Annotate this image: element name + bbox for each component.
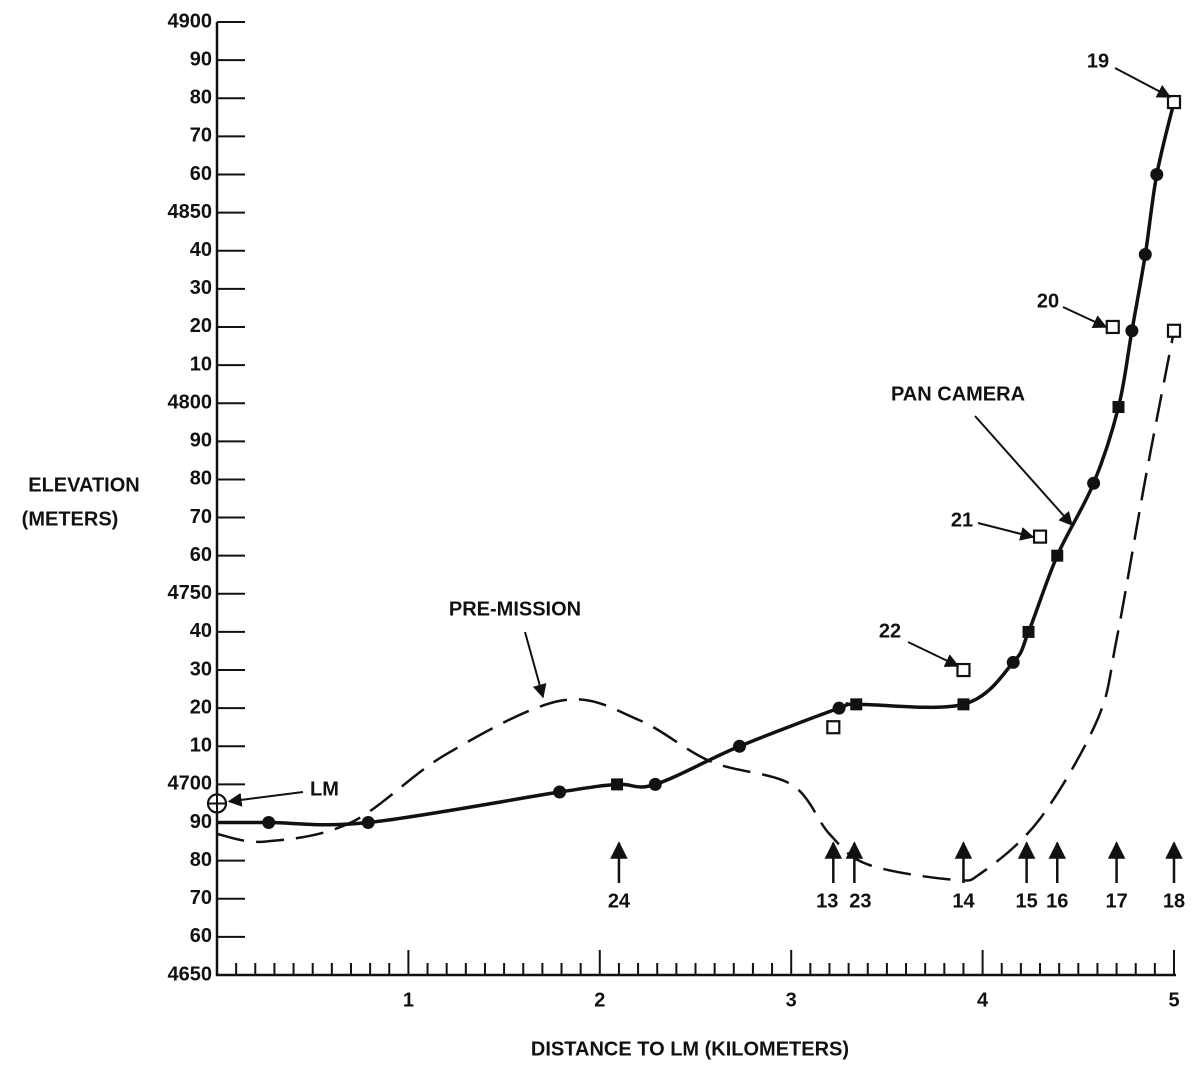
open-point xyxy=(1166,323,1182,338)
open-point xyxy=(956,662,971,678)
y-tick-label: 20 xyxy=(190,315,212,337)
point xyxy=(648,777,662,791)
x-tick-label: 3 xyxy=(786,989,797,1011)
annotation: 21 xyxy=(951,509,973,531)
y-tick-label: 90 xyxy=(190,430,212,452)
x-tick-label: 4 xyxy=(977,989,989,1011)
y-tick-label: 80 xyxy=(190,849,212,871)
station-label: 23 xyxy=(849,890,871,912)
y-tick-label: 4800 xyxy=(168,391,213,413)
point xyxy=(1150,167,1164,181)
point xyxy=(553,785,567,799)
point xyxy=(1006,655,1020,669)
annotation: 19 xyxy=(1087,50,1109,72)
point xyxy=(832,701,846,715)
point xyxy=(361,816,375,830)
x-axis-label: DISTANCE TO LM (KILOMETERS) xyxy=(531,1038,849,1060)
y-tick-label: 4750 xyxy=(168,582,213,604)
y-tick-label: 30 xyxy=(190,658,212,680)
lm-cross xyxy=(208,794,226,813)
y-axis-label: (METERS) xyxy=(22,508,119,530)
point xyxy=(1112,401,1125,414)
open-point xyxy=(1105,319,1120,335)
point xyxy=(262,816,276,830)
annotation: PRE-MISSION xyxy=(449,598,581,620)
open-point xyxy=(826,720,841,735)
point xyxy=(1022,625,1035,638)
y-tick-label: 40 xyxy=(190,239,212,261)
arrow xyxy=(977,522,1035,541)
point xyxy=(957,698,970,711)
y-tick-label: 10 xyxy=(190,735,212,757)
arrow xyxy=(524,631,547,699)
lm-label: LM xyxy=(310,778,339,800)
arrow xyxy=(907,641,960,667)
point xyxy=(1051,549,1064,562)
point xyxy=(850,698,863,711)
station-label: 24 xyxy=(608,890,631,912)
annotation: PAN CAMERA xyxy=(891,383,1025,405)
y-tick-label: 10 xyxy=(190,353,212,375)
station-label: 16 xyxy=(1046,890,1068,912)
point xyxy=(611,778,624,791)
y-tick-label: 60 xyxy=(190,544,212,566)
point xyxy=(1125,324,1139,338)
y-axis-label: ELEVATION xyxy=(28,474,139,496)
y-tick-label: 4700 xyxy=(168,773,213,795)
annotation: 20 xyxy=(1037,290,1059,312)
point xyxy=(1087,476,1101,490)
y-tick-label: 60 xyxy=(190,925,212,947)
y-tick-label: 4850 xyxy=(168,201,213,223)
y-tick-label: 4900 xyxy=(168,10,213,32)
y-tick-label: 40 xyxy=(190,620,212,642)
station-label: 13 xyxy=(816,890,838,912)
station-label: 15 xyxy=(1015,890,1037,912)
axes xyxy=(215,22,1176,977)
y-tick-label: 70 xyxy=(190,125,212,147)
arrow xyxy=(1062,306,1108,329)
x-tick-label: 2 xyxy=(594,989,605,1011)
arrow xyxy=(227,791,304,807)
x-tick-label: 5 xyxy=(1168,989,1179,1011)
y-tick-label: 30 xyxy=(190,277,212,299)
station-label: 14 xyxy=(952,890,975,912)
y-tick-label: 70 xyxy=(190,887,212,909)
point xyxy=(1138,248,1152,262)
y-tick-label: 90 xyxy=(190,48,212,70)
y-tick-label: 60 xyxy=(190,163,212,185)
station-label: 17 xyxy=(1105,890,1127,912)
y-tick-label: 90 xyxy=(190,811,212,833)
y-tick-label: 4650 xyxy=(168,963,213,985)
arrow xyxy=(1114,67,1172,98)
station-label: 18 xyxy=(1163,890,1185,912)
open-point xyxy=(1166,94,1182,110)
y-tick-label: 80 xyxy=(190,87,212,109)
arrow xyxy=(974,415,1073,527)
annotation: 22 xyxy=(879,620,901,642)
y-tick-label: 20 xyxy=(190,696,212,718)
y-tick-label: 80 xyxy=(190,468,212,490)
open-point xyxy=(1032,529,1048,544)
pan-camera-line xyxy=(217,101,1176,827)
point xyxy=(733,739,747,753)
pre-mission-line xyxy=(216,330,1176,882)
y-tick-label: 70 xyxy=(190,506,212,528)
x-tick-label: 1 xyxy=(403,989,414,1011)
